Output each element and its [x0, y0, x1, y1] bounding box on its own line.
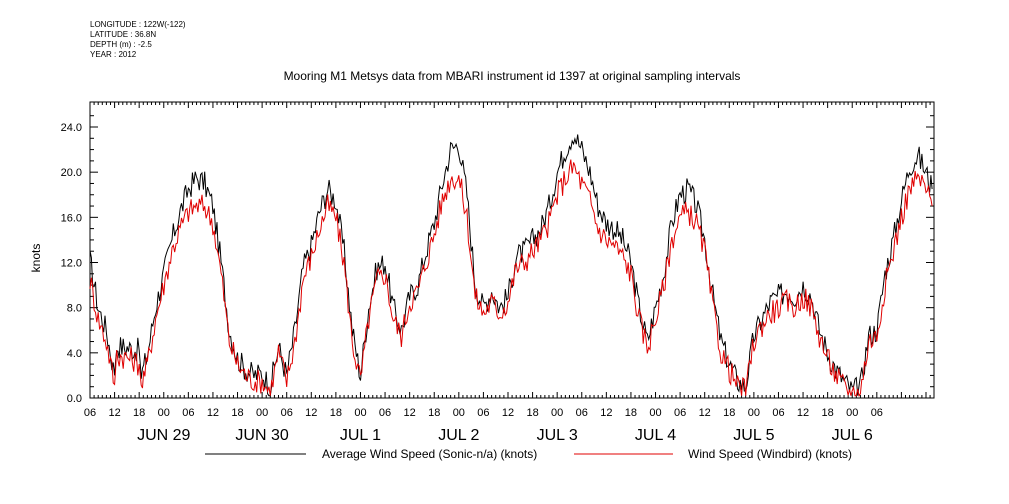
x-hour-label: 06	[84, 407, 96, 419]
x-day-label: JUL 6	[832, 427, 873, 444]
x-hour-label: 18	[526, 407, 538, 419]
latitude-text: LATITUDE : 36.8N	[90, 30, 157, 39]
x-hour-label: 12	[600, 407, 612, 419]
x-day-label: JUL 1	[340, 427, 381, 444]
x-day-label: JUN 30	[235, 427, 288, 444]
x-hour-label: 00	[453, 407, 465, 419]
x-hour-label: 12	[502, 407, 514, 419]
x-hour-label: 12	[404, 407, 416, 419]
y-tick-label: 24.0	[61, 122, 82, 134]
x-day-label: JUL 4	[635, 427, 676, 444]
legend-label-windbird: Wind Speed (Windbird) (knots)	[688, 447, 852, 461]
y-tick-label: 8.0	[67, 303, 82, 315]
x-hour-label: 12	[305, 407, 317, 419]
x-hour-label: 06	[477, 407, 489, 419]
longitude-text: LONGITUDE : 122W(-122)	[90, 20, 186, 29]
x-hour-label: 18	[231, 407, 243, 419]
x-hour-label: 18	[723, 407, 735, 419]
y-axis-label: knots	[29, 244, 43, 273]
x-hour-label: 06	[281, 407, 293, 419]
legend: Average Wind Speed (Sonic-n/a) (knots) W…	[205, 447, 852, 461]
series-line-windbird	[89, 159, 933, 397]
x-hour-label: 06	[772, 407, 784, 419]
series-group	[89, 134, 933, 397]
x-hour-label: 06	[379, 407, 391, 419]
y-tick-label: 20.0	[61, 167, 82, 179]
year-text: YEAR : 2012	[90, 50, 137, 59]
x-hour-label: 12	[108, 407, 120, 419]
x-day-label: JUL 2	[438, 427, 479, 444]
x-hour-label: 06	[674, 407, 686, 419]
x-hour-label: 00	[748, 407, 760, 419]
y-tick-label: 0.0	[67, 393, 82, 405]
x-hour-label: 06	[871, 407, 883, 419]
x-hour-label: 00	[158, 407, 170, 419]
x-hour-label: 00	[551, 407, 563, 419]
metadata-block: LONGITUDE : 122W(-122) LATITUDE : 36.8N …	[90, 20, 186, 60]
x-hour-label: 00	[256, 407, 268, 419]
x-day-label: JUL 3	[537, 427, 578, 444]
x-hour-label: 12	[207, 407, 219, 419]
series-line-sonic	[89, 134, 933, 397]
x-hour-label: 06	[576, 407, 588, 419]
axis-ticks: 0.0 4.0 8.0 12.0 16.0 20.0 24.0 06 12 18 00 06 12 18 0…	[61, 102, 934, 444]
y-tick-label: 4.0	[67, 348, 82, 360]
x-hour-label: 18	[822, 407, 834, 419]
x-day-label: JUN 29	[137, 427, 190, 444]
x-hour-label: 18	[625, 407, 637, 419]
x-hour-label: 00	[846, 407, 858, 419]
x-day-label: JUL 5	[733, 427, 774, 444]
x-hour-label: 00	[354, 407, 366, 419]
legend-label-sonic: Average Wind Speed (Sonic-n/a) (knots)	[322, 447, 537, 461]
x-hour-label: 18	[428, 407, 440, 419]
chart-title: Mooring M1 Metsys data from MBARI instru…	[284, 69, 741, 83]
x-hour-label: 12	[797, 407, 809, 419]
y-tick-label: 16.0	[61, 212, 82, 224]
x-hour-label: 12	[699, 407, 711, 419]
depth-text: DEPTH (m) : -2.5	[90, 40, 152, 49]
x-hour-label: 00	[649, 407, 661, 419]
x-hour-label: 18	[330, 407, 342, 419]
y-tick-label: 12.0	[61, 258, 82, 270]
x-hour-label: 06	[182, 407, 194, 419]
x-hour-label: 18	[133, 407, 145, 419]
